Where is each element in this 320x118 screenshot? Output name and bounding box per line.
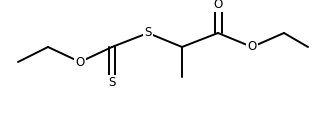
Text: S: S bbox=[108, 76, 116, 88]
Text: O: O bbox=[247, 40, 257, 53]
Text: O: O bbox=[213, 0, 223, 11]
Text: O: O bbox=[76, 55, 84, 69]
Text: S: S bbox=[144, 27, 152, 40]
